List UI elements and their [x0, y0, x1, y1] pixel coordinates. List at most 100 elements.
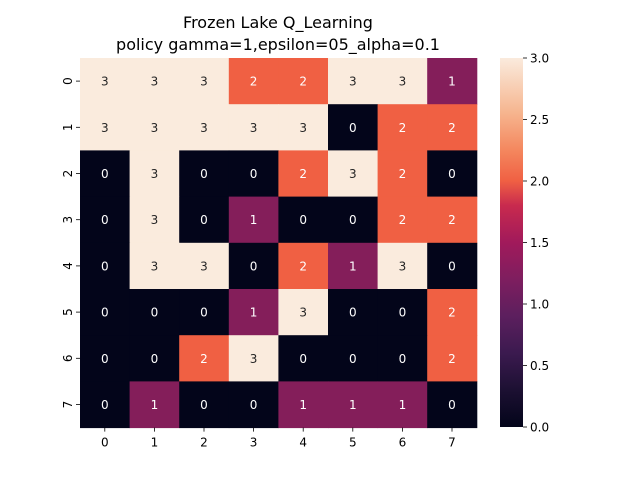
cell-value-label: 3 — [200, 259, 208, 273]
heatmap-cell — [377, 58, 428, 105]
colorbar-tick-label: 2.0 — [530, 175, 549, 189]
heatmap-cell — [328, 150, 379, 198]
cell-value-label: 3 — [151, 213, 159, 227]
cell-value-label: 0 — [101, 352, 109, 366]
cell-value-label: 0 — [200, 167, 208, 181]
heatmap-cell — [427, 381, 478, 429]
heatmap-cell — [129, 150, 180, 198]
cell-value-label: 2 — [448, 213, 456, 227]
y-tick-label: 1 — [61, 123, 75, 131]
cell-value-label: 0 — [200, 306, 208, 320]
heatmap-cell — [80, 58, 131, 105]
x-tick-label: 3 — [250, 436, 258, 450]
heatmap-cell — [278, 104, 329, 151]
cell-value-label: 1 — [448, 75, 456, 89]
y-tick-label: 3 — [61, 216, 75, 224]
cell-value-label: 3 — [349, 75, 357, 89]
cell-value-label: 2 — [299, 259, 307, 273]
heatmap-cell — [80, 289, 131, 336]
cell-value-label: 0 — [448, 167, 456, 181]
cell-value-label: 0 — [101, 167, 109, 181]
heatmap-cell — [377, 335, 428, 382]
heatmap-cell — [80, 242, 131, 290]
cell-value-label: 2 — [299, 75, 307, 89]
heatmap-cell — [328, 289, 379, 336]
heatmap-cell — [129, 104, 180, 151]
cell-value-label: 3 — [101, 75, 109, 89]
colorbar-tick-label: 2.5 — [530, 113, 549, 127]
heatmap-cell — [228, 289, 279, 336]
cell-value-label: 3 — [399, 259, 407, 273]
heatmap-cell — [80, 381, 131, 429]
cell-value-label: 3 — [299, 121, 307, 135]
colorbar-tick-label: 1.0 — [530, 298, 549, 312]
cell-value-label: 0 — [349, 121, 357, 135]
cell-value-label: 1 — [250, 213, 258, 227]
cell-value-label: 0 — [151, 306, 159, 320]
cell-value-label: 0 — [250, 259, 258, 273]
cell-value-label: 0 — [250, 398, 258, 412]
cell-value-label: 0 — [250, 167, 258, 181]
cell-value-label: 1 — [299, 398, 307, 412]
heatmap-cell — [328, 196, 379, 244]
heatmap-cells: 3 3 3 2 2 3 3 1 3 3 3 3 3 0 2 2 0 3 0 0 2 3 2 0 0 3 0 1 0 0 2 2 0 3 3 0 2 1 3 0… — [80, 58, 478, 429]
cell-value-label: 3 — [200, 75, 208, 89]
x-tick-label: 7 — [448, 436, 456, 450]
y-tick-label: 0 — [61, 77, 75, 85]
heatmap-cell — [179, 104, 230, 151]
heatmap-cell — [427, 335, 478, 382]
heatmap-cell — [228, 150, 279, 198]
y-axis: 0 1 2 3 4 5 6 7 — [61, 77, 80, 408]
cell-value-label: 0 — [349, 352, 357, 366]
cell-value-label: 0 — [101, 398, 109, 412]
heatmap-cell — [278, 335, 329, 382]
heatmap-cell — [377, 104, 428, 151]
heatmap-cell — [427, 104, 478, 151]
cell-value-label: 0 — [399, 352, 407, 366]
cell-value-label: 0 — [200, 213, 208, 227]
colorbar-tick-label: 3.0 — [530, 52, 549, 66]
heatmap-cell — [328, 335, 379, 382]
cell-value-label: 0 — [299, 352, 307, 366]
cell-value-label: 3 — [151, 167, 159, 181]
chart-subtitle: policy gamma=1,epsilon=05_alpha=0.1 — [116, 35, 440, 55]
cell-value-label: 0 — [299, 213, 307, 227]
heatmap-cell — [328, 242, 379, 290]
heatmap-cell — [377, 196, 428, 244]
heatmap-cell — [80, 104, 131, 151]
heatmap-cell — [80, 150, 131, 198]
heatmap-cell — [129, 58, 180, 105]
cell-value-label: 1 — [399, 398, 407, 412]
heatmap-cell — [129, 196, 180, 244]
heatmap-cell — [179, 196, 230, 244]
cell-value-label: 2 — [399, 167, 407, 181]
heatmap-cell — [278, 289, 329, 336]
heatmap-cell — [278, 196, 329, 244]
heatmap-cell — [129, 242, 180, 290]
cell-value-label: 3 — [349, 167, 357, 181]
heatmap-cell — [179, 58, 230, 105]
y-tick-label: 2 — [61, 170, 75, 178]
heatmap-cell — [228, 104, 279, 151]
y-tick-label: 4 — [61, 262, 75, 270]
heatmap-cell — [427, 289, 478, 336]
cell-value-label: 0 — [200, 398, 208, 412]
cell-value-label: 3 — [250, 352, 258, 366]
x-tick-label: 4 — [299, 436, 307, 450]
cell-value-label: 3 — [151, 121, 159, 135]
cell-value-label: 0 — [448, 398, 456, 412]
y-tick-label: 5 — [61, 308, 75, 316]
cell-value-label: 3 — [101, 121, 109, 135]
heatmap-cell — [179, 289, 230, 336]
heatmap-cell — [328, 104, 379, 151]
x-tick-label: 1 — [151, 436, 159, 450]
y-tick-label: 7 — [61, 401, 75, 409]
heatmap-cell — [228, 196, 279, 244]
heatmap-cell — [129, 289, 180, 336]
cell-value-label: 0 — [349, 213, 357, 227]
heatmap-cell — [278, 58, 329, 105]
colorbar-tick-label: 0.0 — [530, 421, 549, 435]
heatmap-cell — [328, 381, 379, 429]
heatmap-cell — [328, 58, 379, 105]
colorbar-gradient — [500, 58, 523, 427]
